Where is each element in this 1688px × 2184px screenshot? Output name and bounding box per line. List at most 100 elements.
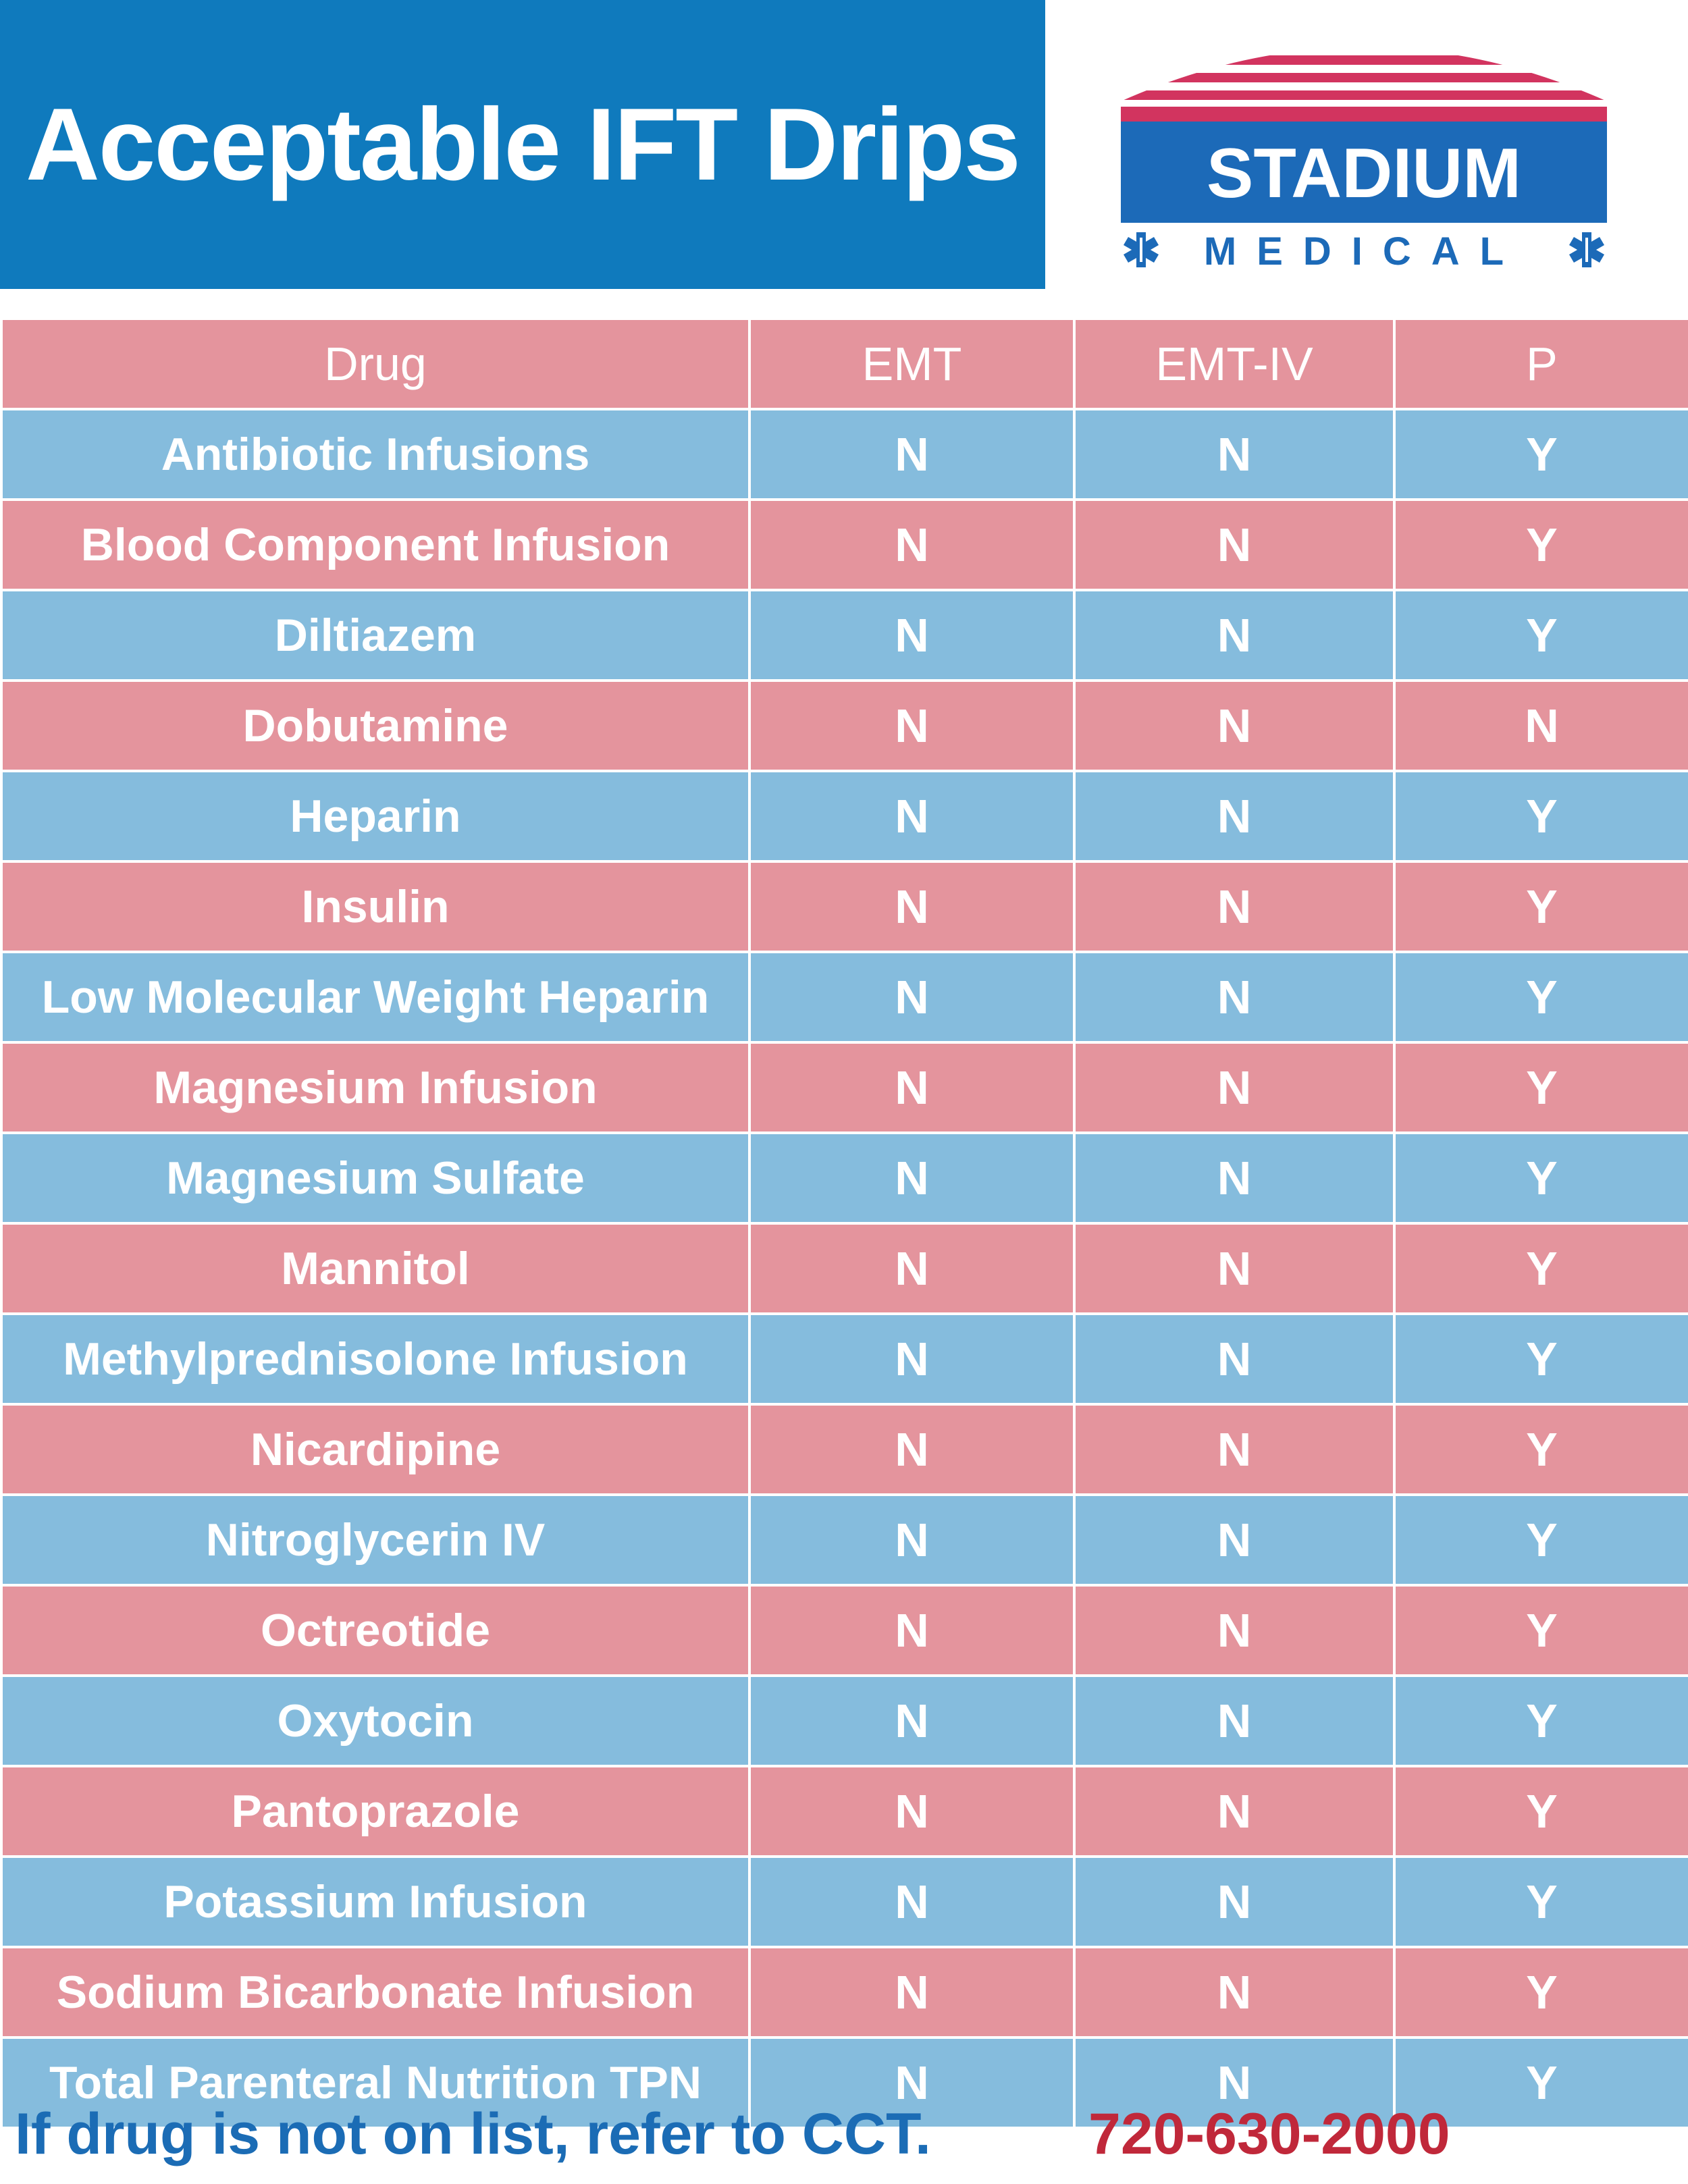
emt-cell: N <box>748 951 1076 1044</box>
drips-table-container: Drug EMT EMT-IV P Antibiotic Infusions N… <box>0 317 1688 2129</box>
emt-cell: N <box>748 679 1076 772</box>
emt-cell: N <box>748 1584 1076 1677</box>
p-cell: Y <box>1393 498 1688 591</box>
drug-name-cell: Magnesium Sulfate <box>0 1131 751 1225</box>
p-cell: Y <box>1393 1855 1688 1948</box>
emt-iv-cell: N <box>1073 1041 1396 1134</box>
table-row: Total Parenteral Nutrition TPN N N Y <box>0 2036 1688 2129</box>
emt-iv-cell: N <box>1073 1222 1396 1315</box>
header-p: P <box>1393 317 1688 410</box>
emt-cell: N <box>748 1041 1076 1134</box>
footer-note: If drug is not on list, refer to CCT. <box>15 2102 931 2166</box>
drug-name-cell: Insulin <box>0 860 751 953</box>
emt-iv-cell: N <box>1073 2036 1396 2129</box>
table-row: Pantoprazole N N Y <box>0 1765 1688 1858</box>
header-emt-iv: EMT-IV <box>1073 317 1396 410</box>
table-row: Oxytocin N N Y <box>0 1674 1688 1767</box>
emt-iv-cell: N <box>1073 860 1396 953</box>
emt-iv-cell: N <box>1073 589 1396 682</box>
title-banner: Acceptable IFT Drips <box>0 0 1045 289</box>
drug-name-cell: Diltiazem <box>0 589 751 682</box>
table-row: Diltiazem N N Y <box>0 589 1688 682</box>
page-title: Acceptable IFT Drips <box>26 87 1021 202</box>
drug-name-cell: Oxytocin <box>0 1674 751 1767</box>
emt-cell: N <box>748 770 1076 863</box>
emt-iv-cell: N <box>1073 1765 1396 1858</box>
emt-cell: N <box>748 1403 1076 1496</box>
drug-name-cell: Total Parenteral Nutrition TPN <box>0 2036 751 2129</box>
p-cell: Y <box>1393 1765 1688 1858</box>
p-cell: Y <box>1393 1312 1688 1406</box>
table-header-row: Drug EMT EMT-IV P <box>0 317 1688 410</box>
emt-cell: N <box>748 1131 1076 1225</box>
p-cell: Y <box>1393 1946 1688 2039</box>
drug-name-cell: Low Molecular Weight Heparin <box>0 951 751 1044</box>
emt-iv-cell: N <box>1073 1855 1396 1948</box>
emt-iv-cell: N <box>1073 408 1396 501</box>
emt-iv-cell: N <box>1073 1674 1396 1767</box>
p-cell: Y <box>1393 951 1688 1044</box>
emt-cell: N <box>748 498 1076 591</box>
p-cell: Y <box>1393 1131 1688 1225</box>
emt-cell: N <box>748 1946 1076 2039</box>
emt-cell: N <box>748 589 1076 682</box>
table-row: Heparin N N Y <box>0 770 1688 863</box>
header-emt: EMT <box>748 317 1076 410</box>
drug-name-cell: Potassium Infusion <box>0 1855 751 1948</box>
p-cell: N <box>1393 679 1688 772</box>
drug-name-cell: Nitroglycerin IV <box>0 1493 751 1587</box>
emt-iv-cell: N <box>1073 951 1396 1044</box>
p-cell: Y <box>1393 1584 1688 1677</box>
drug-name-cell: Octreotide <box>0 1584 751 1677</box>
emt-cell: N <box>748 1674 1076 1767</box>
emt-iv-cell: N <box>1073 1312 1396 1406</box>
p-cell: Y <box>1393 589 1688 682</box>
emt-cell: N <box>748 1222 1076 1315</box>
drug-name-cell: Heparin <box>0 770 751 863</box>
logo-name: STADIUM <box>1207 134 1521 213</box>
emt-cell: N <box>748 2036 1076 2129</box>
table-row: Methylprednisolone Infusion N N Y <box>0 1312 1688 1406</box>
table-row: Magnesium Sulfate N N Y <box>0 1131 1688 1225</box>
emt-cell: N <box>748 408 1076 501</box>
table-row: Octreotide N N Y <box>0 1584 1688 1677</box>
table-row: Dobutamine N N N <box>0 679 1688 772</box>
table-row: Antibiotic Infusions N N Y <box>0 408 1688 501</box>
drug-name-cell: Dobutamine <box>0 679 751 772</box>
table-row: Potassium Infusion N N Y <box>0 1855 1688 1948</box>
emt-iv-cell: N <box>1073 1493 1396 1587</box>
logo-subtitle: MEDICAL <box>1204 230 1524 273</box>
table-row: Low Molecular Weight Heparin N N Y <box>0 951 1688 1044</box>
table-row: Magnesium Infusion N N Y <box>0 1041 1688 1134</box>
p-cell: Y <box>1393 1222 1688 1315</box>
drug-name-cell: Magnesium Infusion <box>0 1041 751 1134</box>
table-row: Blood Component Infusion N N Y <box>0 498 1688 591</box>
emt-iv-cell: N <box>1073 498 1396 591</box>
p-cell: Y <box>1393 1674 1688 1767</box>
drug-name-cell: Pantoprazole <box>0 1765 751 1858</box>
footer-phone[interactable]: 720-630-2000 <box>1088 2102 1450 2166</box>
dome-stripes <box>1121 55 1607 122</box>
emt-iv-cell: N <box>1073 679 1396 772</box>
p-cell: Y <box>1393 1403 1688 1496</box>
drug-name-cell: Mannitol <box>0 1222 751 1315</box>
table-row: Nitroglycerin IV N N Y <box>0 1493 1688 1587</box>
emt-cell: N <box>748 1765 1076 1858</box>
drug-name-cell: Antibiotic Infusions <box>0 408 751 501</box>
p-cell: Y <box>1393 2036 1688 2129</box>
p-cell: Y <box>1393 770 1688 863</box>
emt-cell: N <box>748 1855 1076 1948</box>
p-cell: Y <box>1393 1493 1688 1587</box>
p-cell: Y <box>1393 1041 1688 1134</box>
emt-iv-cell: N <box>1073 1131 1396 1225</box>
drug-name-cell: Blood Component Infusion <box>0 498 751 591</box>
p-cell: Y <box>1393 860 1688 953</box>
star-of-life-icon <box>1568 232 1605 267</box>
table-row: Insulin N N Y <box>0 860 1688 953</box>
drug-name-cell: Methylprednisolone Infusion <box>0 1312 751 1406</box>
star-of-life-icon <box>1123 232 1159 267</box>
emt-iv-cell: N <box>1073 770 1396 863</box>
emt-cell: N <box>748 1493 1076 1587</box>
table-row: Mannitol N N Y <box>0 1222 1688 1315</box>
emt-cell: N <box>748 1312 1076 1406</box>
